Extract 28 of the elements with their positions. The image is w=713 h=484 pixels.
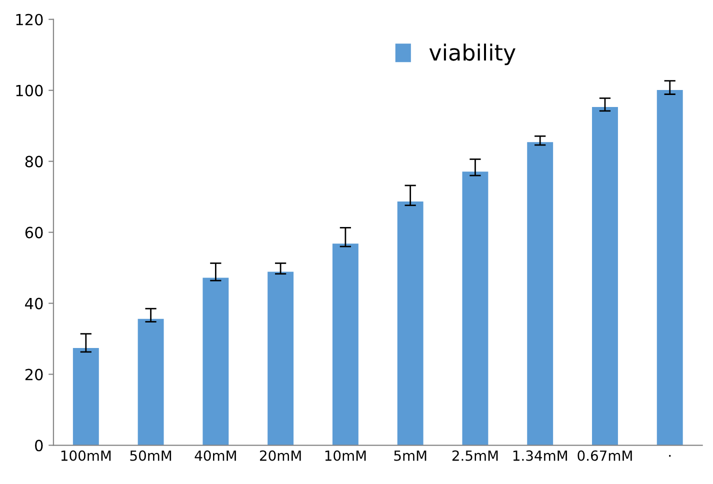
bar [268,272,294,446]
x-tick-label: 2.5mM [452,450,498,461]
bar [656,90,683,446]
y-tick-label: 40 [25,298,43,310]
y-tick-label: 120 [16,14,43,26]
x-tick-label: · [669,455,671,457]
y-tick-label: 20 [25,368,43,380]
bar [397,201,424,446]
y-tick-label: 60 [25,226,43,238]
x-tick-label: 1.34mM [513,450,567,461]
x-tick-label: 5mM [394,450,426,461]
x-tick-label: 20mM [260,450,301,461]
x-tick-label: 40mM [194,450,236,461]
x-tick-label: 10mM [325,450,366,461]
x-tick-label: 50mM [130,450,172,461]
bar [202,278,229,446]
bar [138,318,164,446]
x-tick-label: 100mM [61,450,111,461]
bar [462,172,488,446]
y-tick-label: 80 [25,156,43,168]
bar [527,142,554,446]
y-tick-label: 0 [35,440,43,452]
bar [332,244,358,446]
y-tick-label: 100 [16,84,43,96]
bar [592,107,618,446]
legend-label: viability [429,44,516,66]
bar [72,348,99,446]
x-tick-label: 0.67mM [578,450,632,461]
